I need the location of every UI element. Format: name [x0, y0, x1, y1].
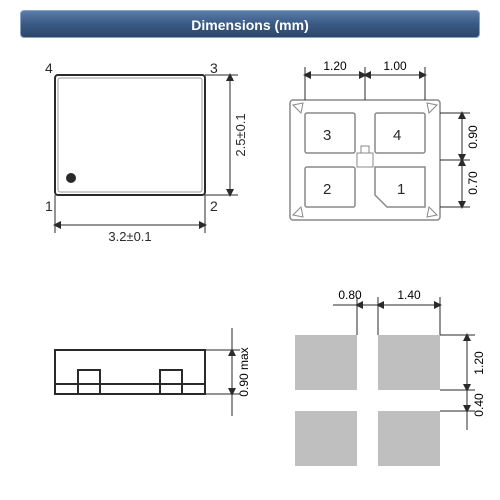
lp-dim-0.40: 0.40	[472, 393, 486, 417]
title-bar: Dimensions (mm)	[20, 10, 480, 38]
pad2-label: 2	[323, 181, 331, 198]
dim-1.00: 1.00	[383, 59, 407, 73]
side-height-dim: 0.90 max	[237, 347, 251, 396]
pin1-label: 1	[45, 198, 53, 214]
pin4-label: 4	[45, 60, 53, 76]
dim-0.90: 0.90	[466, 125, 480, 149]
land-pattern-diagram: 0.80 1.40 1.20 0.40	[265, 285, 495, 490]
lp-dim-1.40: 1.40	[397, 288, 421, 302]
pad3-label: 3	[323, 127, 331, 144]
width-dim: 3.2±0.1	[108, 229, 151, 244]
dim-1.20: 1.20	[323, 59, 347, 73]
height-dim: 2.5±0.1	[233, 113, 248, 156]
lp-dim-0.80: 0.80	[338, 288, 362, 302]
bottom-view-diagram: 3 4 2 1 1.20 1.00 0.90 0.70	[265, 55, 495, 270]
pin2-label: 2	[210, 198, 218, 214]
pad4-label: 4	[393, 127, 401, 144]
side-view-diagram: 0.90 max	[20, 320, 260, 470]
top-view-diagram: 4 3 1 2 3.2±0.1 2.5±0.1	[20, 55, 260, 280]
pad1-label: 1	[397, 181, 405, 198]
dim-0.70: 0.70	[466, 171, 480, 195]
lp-dim-1.20: 1.20	[472, 351, 486, 375]
pin3-label: 3	[210, 60, 218, 76]
